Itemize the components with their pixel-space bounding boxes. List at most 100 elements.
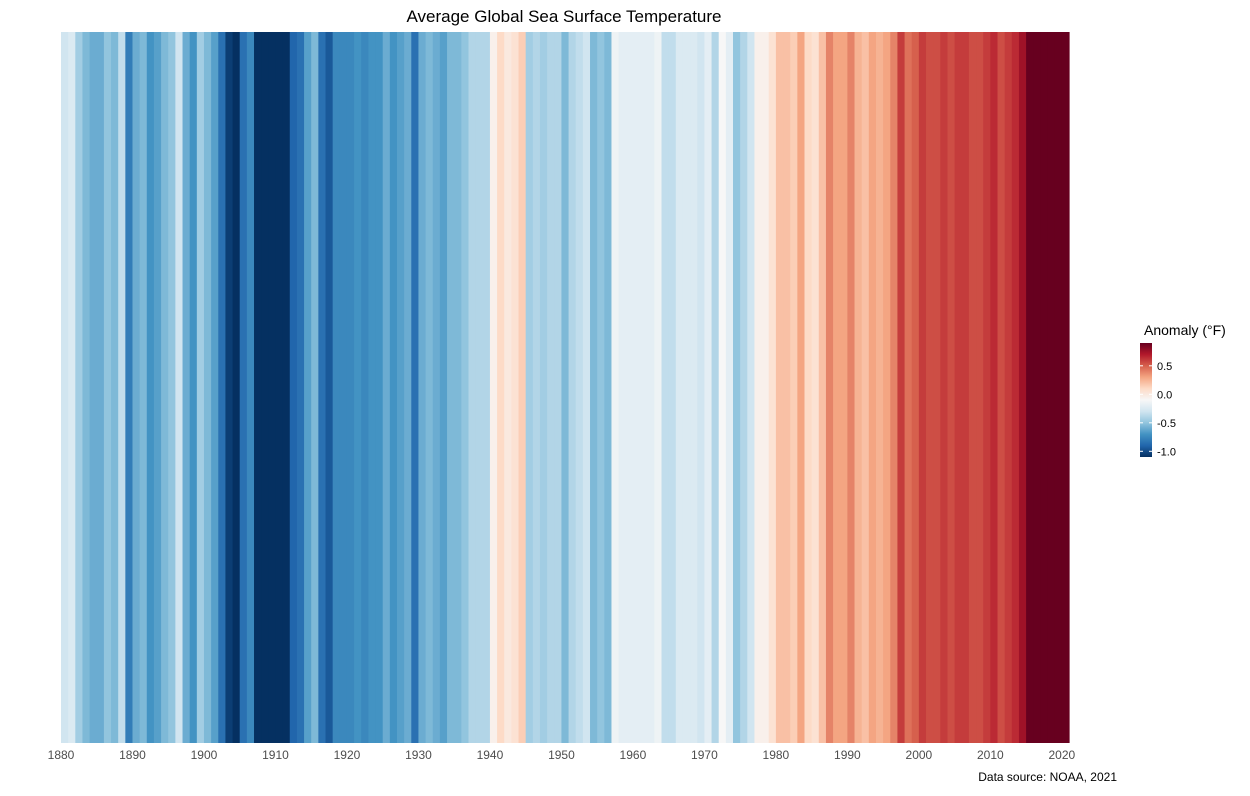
stripe-1896	[175, 32, 184, 743]
x-tick-label: 1960	[620, 748, 647, 762]
stripe-1921	[354, 32, 362, 743]
stripe-2001	[926, 32, 934, 743]
stripe-2019	[1054, 32, 1063, 743]
stripe-1989	[840, 32, 848, 743]
x-tick-label: 1900	[191, 748, 218, 762]
stripe-1882	[75, 32, 84, 743]
stripe-1997	[897, 32, 906, 743]
stripe-1954	[590, 32, 598, 743]
stripe-1980	[775, 32, 784, 743]
stripe-1929	[411, 32, 420, 743]
stripe-1960	[632, 32, 641, 743]
x-tick-label: 1910	[262, 748, 289, 762]
x-tick-label: 1950	[548, 748, 575, 762]
stripe-1981	[783, 32, 791, 743]
stripe-1974	[733, 32, 741, 743]
stripe-2012	[1004, 32, 1013, 743]
stripe-1925	[382, 32, 391, 743]
stripe-1924	[375, 32, 384, 743]
stripe-2016	[1033, 32, 1042, 743]
stripe-1900	[203, 32, 212, 743]
stripe-1950	[561, 32, 570, 743]
stripe-1969	[697, 32, 706, 743]
stripe-1941	[497, 32, 505, 743]
x-tick-label: 1920	[334, 748, 361, 762]
stripe-1949	[554, 32, 563, 743]
x-tick-label: 1880	[48, 748, 75, 762]
stripe-1913	[296, 32, 305, 743]
stripe-1965	[668, 32, 677, 743]
stripe-1963	[654, 32, 663, 743]
stripe-1959	[625, 32, 634, 743]
x-tick-label: 2020	[1048, 748, 1075, 762]
stripe-1901	[211, 32, 219, 743]
x-tick-label: 1970	[691, 748, 718, 762]
stripe-2013	[1011, 32, 1020, 743]
stripe-2005	[954, 32, 963, 743]
x-tick-label: 1930	[405, 748, 432, 762]
stripe-1894	[161, 32, 169, 743]
stripe-1933	[439, 32, 448, 743]
legend-ticks: 0.5 0.0 -0.5 -1.0	[1140, 361, 1176, 458]
stripe-1937	[468, 32, 477, 743]
stripe-1968	[690, 32, 698, 743]
stripe-1983	[797, 32, 806, 743]
chart-caption: Data source: NOAA, 2021	[978, 770, 1117, 784]
stripe-1952	[575, 32, 584, 743]
stripe-1911	[282, 32, 291, 743]
stripe-2011	[997, 32, 1006, 743]
stripe-1923	[368, 32, 377, 743]
stripe-1979	[768, 32, 777, 743]
stripe-1931	[425, 32, 434, 743]
stripe-1994	[875, 32, 884, 743]
stripe-1990	[847, 32, 856, 743]
stripe-1993	[868, 32, 877, 743]
stripe-1951	[568, 32, 577, 743]
stripe-1991	[854, 32, 863, 743]
stripe-1922	[361, 32, 370, 743]
stripe-1928	[404, 32, 412, 743]
stripe-1907	[254, 32, 262, 743]
stripe-1906	[246, 32, 255, 743]
color-legend: Anomaly (°F) 0.5 0.0 -0.5 -1.0	[1140, 322, 1226, 458]
stripe-1899	[196, 32, 205, 743]
x-axis-ticks: 1880 1890 1900 1910 1920 1930 1940 1950 1960 1970…	[48, 748, 1076, 762]
stripe-1955	[597, 32, 605, 743]
stripe-1880	[61, 32, 69, 743]
stripe-1932	[432, 32, 441, 743]
stripe-1978	[761, 32, 770, 743]
stripe-2004	[947, 32, 956, 743]
stripe-1888	[118, 32, 126, 743]
stripe-2002	[933, 32, 941, 743]
stripe-1905	[239, 32, 248, 743]
stripe-1889	[125, 32, 134, 743]
stripe-2006	[961, 32, 970, 743]
stripe-1946	[532, 32, 541, 743]
stripe-1995	[883, 32, 891, 743]
stripe-1883	[82, 32, 91, 743]
stripe-1936	[461, 32, 470, 743]
x-tick-label: 1890	[119, 748, 146, 762]
stripe-2014	[1018, 32, 1027, 743]
x-tick-label: 2010	[977, 748, 1004, 762]
stripe-1975	[740, 32, 748, 743]
x-tick-label: 2000	[906, 748, 933, 762]
x-tick-label: 1990	[834, 748, 861, 762]
legend-tick-label: 0.0	[1157, 389, 1172, 401]
stripe-1917	[325, 32, 334, 743]
stripe-1927	[397, 32, 405, 743]
stripe-1973	[725, 32, 734, 743]
stripe-1934	[447, 32, 455, 743]
stripe-1953	[582, 32, 591, 743]
stripe-1998	[904, 32, 913, 743]
stripe-1892	[146, 32, 155, 743]
stripe-2000	[918, 32, 927, 743]
stripe-1902	[218, 32, 227, 743]
stripe-1908	[261, 32, 269, 743]
stripe-1904	[232, 32, 241, 743]
stripe-1891	[139, 32, 148, 743]
stripe-1972	[718, 32, 727, 743]
stripe-2003	[940, 32, 949, 743]
stripe-1886	[103, 32, 112, 743]
stripe-1956	[604, 32, 613, 743]
